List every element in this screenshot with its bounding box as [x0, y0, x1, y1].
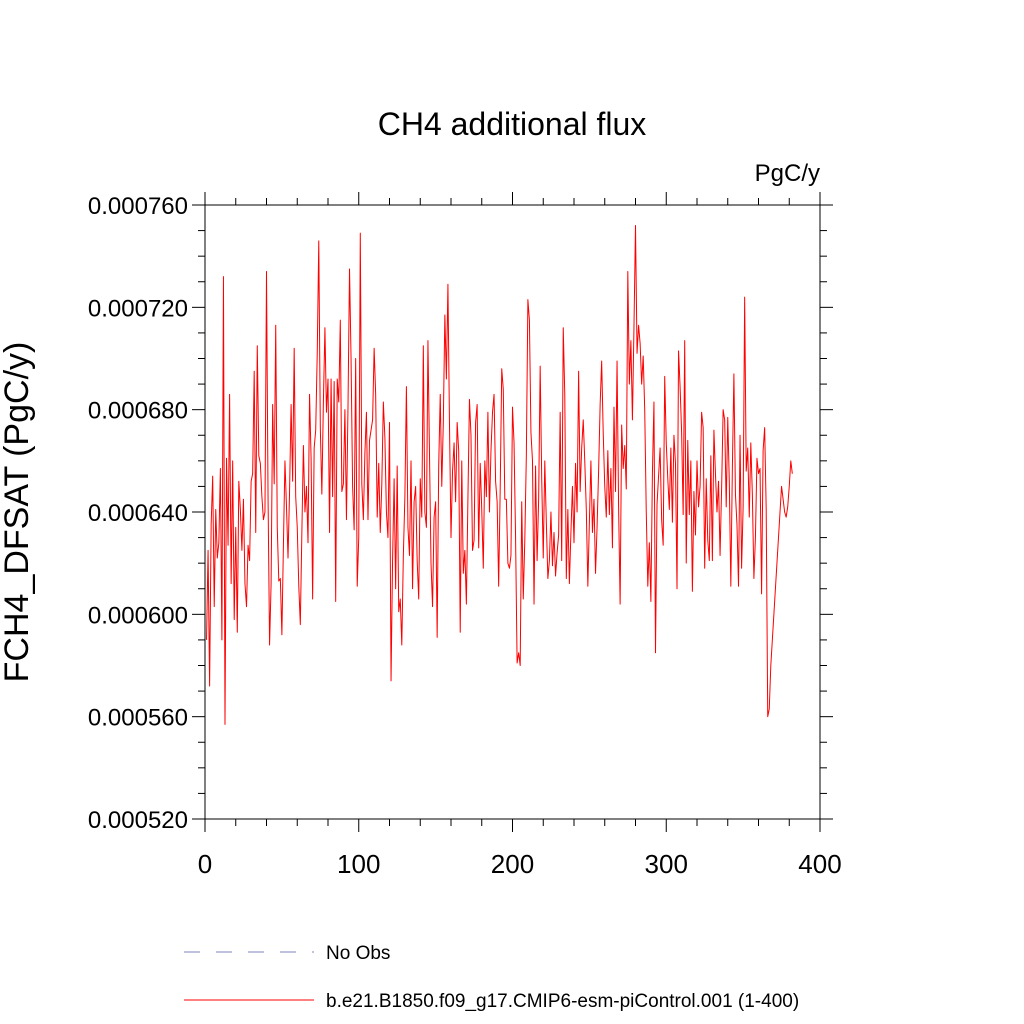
y-tick-label: 0.000560	[88, 705, 188, 732]
legend-label-model: b.e21.B1850.f09_g17.CMIP6-esm-piControl.…	[326, 991, 799, 1012]
chart-title: CH4 additional flux	[378, 106, 647, 142]
series-line-1	[206, 224, 793, 725]
y-tick-label: 0.000520	[88, 807, 188, 834]
y-tick-label: 0.000720	[88, 295, 188, 322]
units-label: PgC/y	[755, 160, 820, 187]
y-tick-label: 0.000640	[88, 500, 188, 527]
legend: No Obs b.e21.B1850.f09_g17.CMIP6-esm-piC…	[184, 943, 799, 1012]
x-tick-label: 400	[798, 849, 841, 879]
plot-area: 0.000520 0.000560 0.000600 0.000640 0.000680…	[88, 192, 842, 879]
y-axis-label: FCH4_DFSAT (PgC/y)	[0, 342, 36, 683]
y-tick-label: 0.000680	[88, 398, 188, 425]
x-tick-label: 100	[337, 849, 380, 879]
x-tick-label: 0	[198, 849, 212, 879]
y-tick-label: 0.000760	[88, 193, 188, 220]
x-tick-label: 300	[645, 849, 688, 879]
y-tick-label: 0.000600	[88, 602, 188, 629]
legend-label-no-obs: No Obs	[326, 943, 390, 964]
x-tick-label: 200	[491, 849, 534, 879]
